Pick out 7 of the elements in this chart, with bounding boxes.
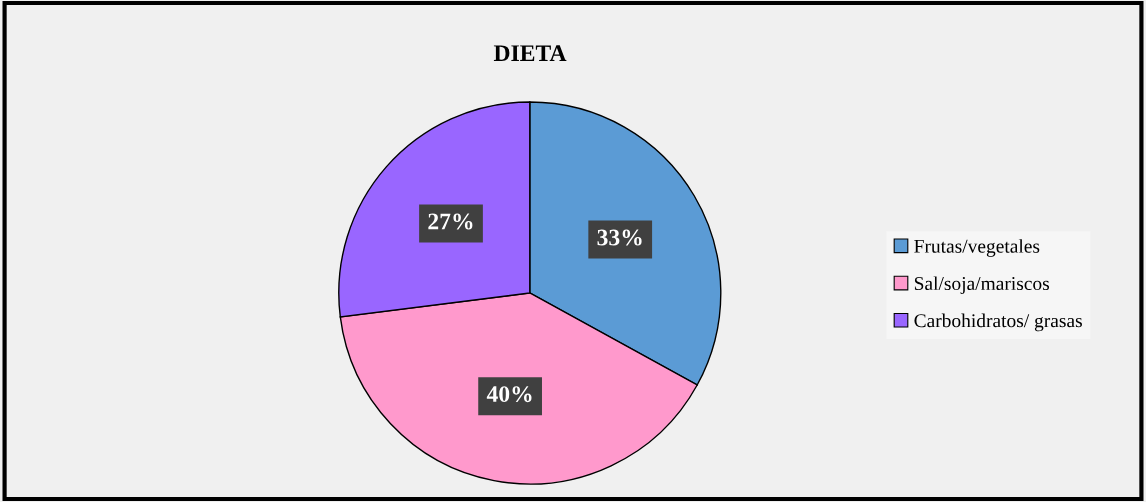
data-label: 27% — [428, 213, 473, 230]
legend-label: Sal/soja/mariscos — [914, 276, 1050, 295]
data-label: 40% — [486, 386, 532, 403]
legend-label: Frutas/vegetales — [914, 239, 1040, 257]
legend-label: Carbohidratos/ grasas — [914, 313, 1082, 332]
chart-title: DIETA — [493, 45, 567, 61]
data-label: 33% — [597, 229, 642, 246]
